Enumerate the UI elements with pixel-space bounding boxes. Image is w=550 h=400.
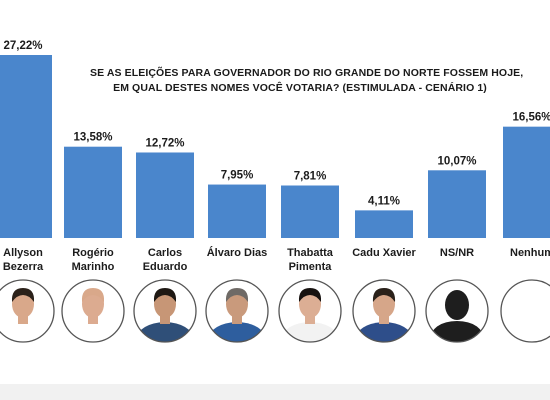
photo-frame	[205, 279, 269, 343]
category-label: Rogério	[72, 247, 114, 259]
data-label: 13,58%	[73, 132, 112, 144]
photo-frame	[500, 279, 550, 343]
category-label: Álvaro Dias	[207, 246, 268, 259]
bar	[428, 170, 486, 238]
photo-frame	[425, 279, 489, 343]
category-label: Thabatta	[287, 247, 334, 259]
chart-title-line-1: SE AS ELEIÇÕES PARA GOVERNADOR DO RIO GR…	[90, 67, 524, 79]
category-label: Pimenta	[289, 261, 333, 273]
bar	[355, 210, 413, 238]
data-label: 16,56%	[512, 112, 550, 124]
category-label: NS/NR	[440, 247, 474, 259]
bar	[281, 185, 339, 238]
category-label: Bezerra	[3, 261, 44, 273]
data-label: 4,11%	[368, 195, 400, 207]
category-label: Carlos	[148, 247, 182, 259]
data-label: 10,07%	[437, 155, 476, 167]
bar	[0, 55, 52, 238]
candidate-photo-icon	[62, 280, 124, 342]
data-label: 12,72%	[145, 137, 184, 149]
category-label: Cadu Xavier	[352, 247, 416, 259]
photo-frame	[352, 279, 416, 343]
data-label: 7,81%	[294, 170, 327, 182]
candidate-photo-icon	[0, 280, 54, 342]
bar	[136, 152, 194, 238]
data-label: 7,95%	[221, 170, 254, 182]
category-label: Marinho	[72, 261, 115, 273]
category-label: Eduardo	[143, 261, 188, 273]
blank-photo-icon	[501, 280, 550, 342]
bar	[503, 126, 550, 238]
category-label: Allyson	[3, 247, 43, 259]
candidate-photo-icon	[353, 280, 415, 342]
photo-frame	[133, 279, 197, 343]
candidate-photo-icon	[279, 280, 341, 342]
photo-frame	[0, 279, 55, 343]
bottom-band	[0, 384, 550, 400]
data-label: 27,22%	[3, 40, 42, 52]
chart-title: SE AS ELEIÇÕES PARA GOVERNADOR DO RIO GR…	[90, 66, 524, 96]
photo-frame	[278, 279, 342, 343]
category-label: Nenhum	[510, 247, 550, 259]
bar	[208, 184, 266, 238]
photo-frame	[61, 279, 125, 343]
chart-title-line-2: EM QUAL DESTES NOMES VOCÊ VOTARIA? (ESTI…	[113, 82, 487, 94]
bar	[64, 146, 122, 238]
